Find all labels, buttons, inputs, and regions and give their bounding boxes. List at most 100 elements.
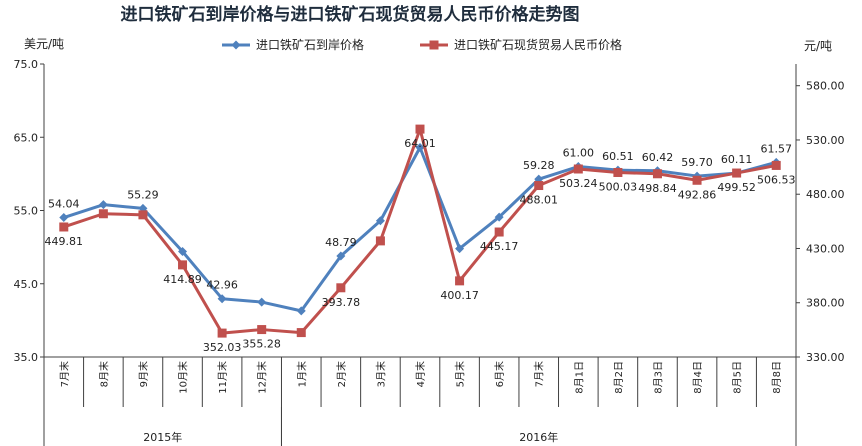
point-marker-square [217,328,227,338]
data-label: 61.57 [760,142,792,155]
right-tick-label: 330.00 [806,351,845,364]
x-tick-label: 8月3日 [652,361,664,394]
axes [43,64,797,358]
legend-label: 进口铁矿石现货贸易人民币价格 [454,37,622,52]
point-marker-square [494,227,504,237]
year-label: 2016年 [519,430,558,444]
x-tick-label: 8月1日 [573,361,585,394]
data-label: 59.70 [681,156,713,169]
point-marker-diamond [455,244,465,254]
data-label: 449.81 [45,235,84,248]
data-label: 445.17 [480,240,519,253]
x-tick-label: 6月末 [493,361,506,387]
left-tick-label: 75.0 [14,58,39,71]
x-tick-label: 2月末 [335,361,348,387]
point-marker-diamond [257,297,267,307]
year-groups: 2015年 2016年 [43,407,797,446]
data-label: 352.03 [203,341,242,354]
point-marker-diamond [494,212,504,222]
data-label: 506.53 [757,173,796,186]
x-tick-label: 8月4日 [692,361,704,394]
point-marker-diamond [415,143,425,153]
data-label: 498.84 [638,182,677,195]
point-marker-diamond [98,200,108,210]
legend-marker-square [429,40,439,50]
data-label: 499.52 [717,181,756,194]
point-marker-square [771,160,781,170]
legend-marker-diamond [231,40,241,50]
point-marker-square [732,168,742,178]
point-marker-square [336,283,346,293]
data-label: 59.28 [523,159,555,172]
data-label: 355.28 [242,338,281,351]
left-tick-label: 65.0 [14,131,39,144]
left-tick-label: 45.0 [14,278,39,291]
data-labels: 54.04 55.29 42.96 48.79 59.28 61.00 60.51 60.42… [45,137,796,354]
right-tick-label: 480.00 [806,188,845,201]
point-marker-square [613,167,623,177]
right-tick-label: 430.00 [806,242,845,255]
point-marker-diamond [217,294,227,304]
x-tick-label: 1月末 [295,361,308,387]
x-tick-label: 11月末 [216,361,229,394]
data-label: 60.51 [602,150,634,163]
point-marker-square [455,276,465,286]
year-label: 2015年 [143,430,182,444]
point-marker-diamond [178,247,188,257]
point-marker-diamond [59,213,69,223]
x-tick-label: 10月末 [177,361,190,394]
x-tick-label: 7月末 [58,361,71,387]
point-marker-square [692,175,702,185]
x-tick-label: 8月8日 [771,361,783,394]
x-tick-label: 5月末 [454,361,467,387]
x-tick-label: 9月末 [137,361,150,387]
left-axis-ticks: 35.0 45.0 55.0 65.0 75.0 [14,58,44,364]
legend-label: 进口铁矿石到岸价格 [256,37,364,52]
right-axis-unit: 元/吨 [804,39,832,53]
series-group [59,124,781,338]
data-label: 500.03 [599,180,638,193]
point-marker-square [573,164,583,174]
point-marker-square [296,328,306,338]
point-marker-diamond [296,306,306,316]
data-label: 400.17 [440,289,479,302]
point-marker-square [257,325,267,335]
data-label: 60.42 [642,151,674,164]
point-marker-square [652,169,662,179]
point-marker-square [138,210,148,220]
point-marker-square [59,222,69,232]
data-label: 414.89 [163,273,202,286]
data-label: 488.01 [519,194,558,207]
data-label: 42.96 [206,279,238,292]
point-marker-square [534,181,544,191]
point-marker-square [178,260,188,270]
data-label: 48.79 [325,236,357,249]
data-label: 54.04 [48,198,80,211]
x-tick-label: 7月末 [533,361,546,387]
chart-title: 进口铁矿石到岸价格与进口铁矿石现货贸易人民币价格走势图 [121,4,580,25]
right-tick-label: 580.00 [806,80,845,93]
data-label: 55.29 [127,188,159,201]
x-axis-ticks: 7月末 8月末 9月末 10月末 11月末 12月末 1月末 2月末 3月末 4月末 5月末 6月末 7… [43,357,797,407]
right-tick-label: 380.00 [806,297,845,310]
left-tick-label: 35.0 [14,351,39,364]
x-tick-label: 3月末 [374,361,387,387]
point-marker-square [98,209,108,219]
x-tick-label: 8月5日 [732,361,744,394]
right-tick-label: 530.00 [806,134,845,147]
point-marker-diamond [336,251,346,261]
right-axis-ticks: 330.00 380.00 430.00 480.00 530.00 580.00 [796,80,845,364]
x-tick-label: 8月2日 [613,361,625,394]
series-line-1 [63,146,777,313]
point-marker-square [375,236,385,246]
data-label: 60.11 [721,153,753,166]
data-label: 61.00 [563,147,595,160]
left-tick-label: 55.0 [14,205,39,218]
left-axis-unit: 美元/吨 [24,37,64,51]
x-tick-label: 8月末 [97,361,110,387]
data-label: 503.24 [559,177,598,190]
point-marker-square [415,124,425,134]
data-label: 492.86 [678,188,717,201]
x-tick-label: 12月末 [256,361,269,394]
